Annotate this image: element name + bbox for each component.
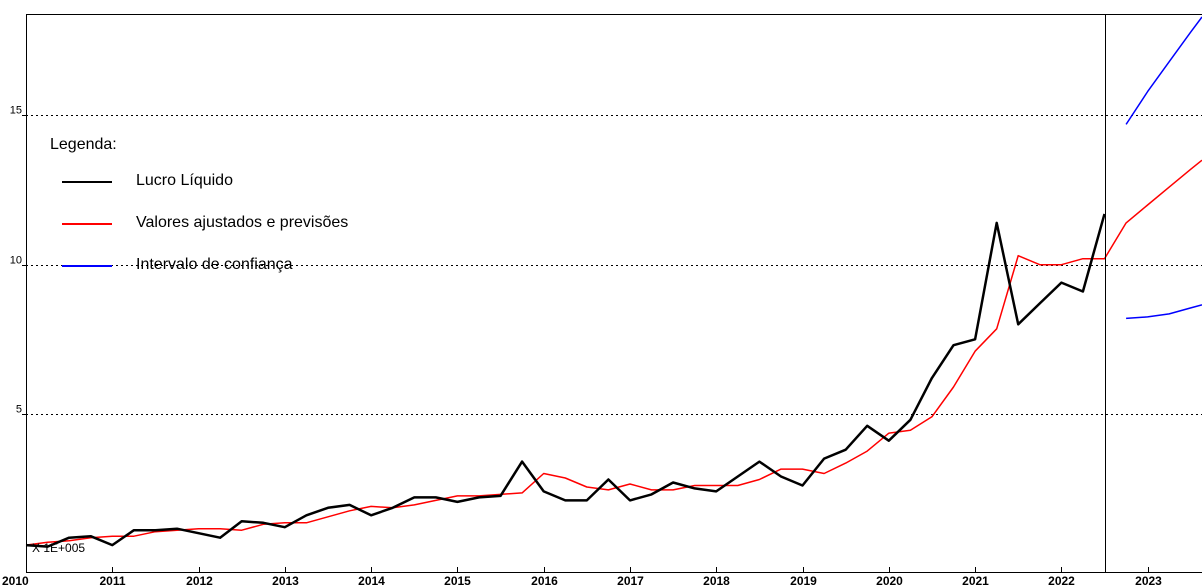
xtick-label-2014: 2014 xyxy=(358,574,385,587)
xtick-label-2018: 2018 xyxy=(703,574,730,587)
legend-swatch-blue xyxy=(62,265,112,267)
ytick-label-15: 15 xyxy=(10,105,22,117)
xtick-label-2017: 2017 xyxy=(617,574,644,587)
ytick-label-5: 5 xyxy=(16,404,22,416)
xtick-label-2012: 2012 xyxy=(186,574,213,587)
legend-label-intervalo-confianca: Intervalo de confiança xyxy=(136,256,293,273)
legend-label-lucro-liquido: Lucro Líquido xyxy=(136,172,233,189)
ytick-label-10: 10 xyxy=(10,255,22,267)
series-intervalo-lower-line xyxy=(1126,304,1202,320)
legend-label-valores-ajustados: Valores ajustados e previsões xyxy=(136,214,349,231)
xtick-label-2010: 2010 xyxy=(2,574,29,587)
series-intervalo-upper-line xyxy=(1125,16,1202,125)
xtick-label-2015: 2015 xyxy=(444,574,471,587)
series-valores-ajustados-line xyxy=(25,159,1202,546)
xtick-label-2011: 2011 xyxy=(99,574,125,587)
frame-layer xyxy=(26,14,1202,573)
xtick-label-2020: 2020 xyxy=(876,574,903,587)
series-layer xyxy=(25,16,1202,548)
legend-swatch-red xyxy=(62,223,112,225)
legend-swatch-black xyxy=(62,181,112,183)
xtick-label-2021: 2021 xyxy=(962,574,989,587)
xtick-label-2013: 2013 xyxy=(272,574,299,587)
label-layer: X 1E+005 5 10 15 2010 2011 2012 2013 2014 2015 20… xyxy=(2,105,1162,587)
xtick-label-2022: 2022 xyxy=(1048,574,1075,587)
xtick-label-2016: 2016 xyxy=(531,574,558,587)
legend-title: Legenda: xyxy=(50,136,117,153)
xtick-label-2023: 2023 xyxy=(1135,574,1162,587)
scale-note: X 1E+005 xyxy=(32,541,85,555)
xtick-label-2019: 2019 xyxy=(790,574,817,587)
series-lucro-liquido-line xyxy=(25,213,1106,548)
